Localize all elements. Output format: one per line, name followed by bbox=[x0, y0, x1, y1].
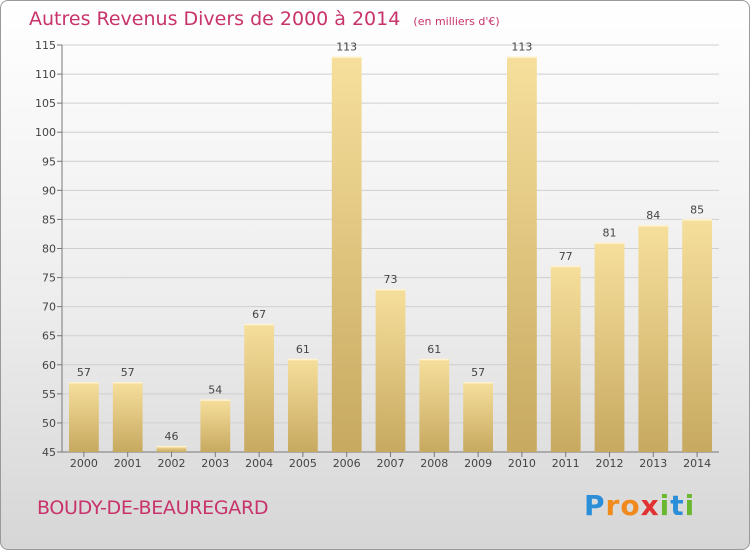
x-tick-label: 2003 bbox=[201, 457, 229, 470]
x-tick-label: 2002 bbox=[158, 457, 186, 470]
bar bbox=[112, 382, 143, 452]
logo-letter: o bbox=[620, 489, 641, 522]
bar-value-label: 67 bbox=[252, 308, 266, 321]
bar bbox=[419, 358, 450, 452]
bar bbox=[638, 225, 669, 452]
bar bbox=[244, 324, 274, 452]
chart-title: Autres Revenus Divers de 2000 à 2014 (en… bbox=[29, 8, 500, 30]
bar-value-label: 113 bbox=[511, 41, 532, 54]
y-tick-label: 85 bbox=[42, 213, 56, 226]
y-tick-label: 70 bbox=[42, 301, 56, 314]
logo-letter: t bbox=[670, 489, 685, 522]
bar bbox=[288, 358, 318, 452]
bar bbox=[375, 289, 406, 452]
x-tick-label: 2008 bbox=[420, 457, 448, 470]
x-tick-label: 2010 bbox=[508, 457, 536, 470]
bar-value-label: 77 bbox=[559, 250, 573, 263]
location-label: BOUDY-DE-BEAUREGARD bbox=[37, 497, 269, 519]
y-tick-label: 50 bbox=[42, 417, 56, 430]
x-tick-label: 2011 bbox=[552, 457, 580, 470]
bar bbox=[331, 56, 362, 452]
logo-letter: P bbox=[584, 489, 606, 522]
y-tick-label: 65 bbox=[42, 330, 56, 343]
logo-letter: i bbox=[684, 489, 696, 522]
label-layer: 57 57 46 54 67 61 113 73 61 57 113 77 81 84 85 bbox=[77, 41, 704, 444]
x-tick-label: 2001 bbox=[114, 457, 142, 470]
bar bbox=[463, 382, 493, 452]
x-tick-label: 2005 bbox=[289, 457, 317, 470]
bar bbox=[682, 219, 712, 452]
bar-value-label: 61 bbox=[427, 343, 441, 356]
bar-value-label: 57 bbox=[121, 366, 135, 379]
y-tick-label: 100 bbox=[35, 126, 56, 139]
bar-value-label: 57 bbox=[471, 366, 485, 379]
y-tick-label: 55 bbox=[42, 388, 56, 401]
y-tick-label: 105 bbox=[35, 97, 56, 110]
y-tick-label: 75 bbox=[42, 272, 56, 285]
bar-value-label: 113 bbox=[336, 41, 357, 54]
bar-value-label: 54 bbox=[208, 384, 222, 397]
bar bbox=[69, 382, 99, 452]
bar-layer bbox=[69, 56, 712, 452]
x-tick-label: 2013 bbox=[639, 457, 667, 470]
y-tick-label: 115 bbox=[35, 39, 56, 52]
bar bbox=[507, 56, 537, 452]
bar bbox=[200, 399, 231, 452]
logo-letter: r bbox=[605, 489, 621, 522]
x-tick-label: 2009 bbox=[464, 457, 492, 470]
y-tick-label: 45 bbox=[42, 446, 56, 459]
bar bbox=[156, 446, 187, 452]
proxiti-logo: Proxiti bbox=[584, 489, 695, 522]
title-text: Autres Revenus Divers de 2000 à 2014 bbox=[29, 8, 401, 30]
y-tick-label: 90 bbox=[42, 184, 56, 197]
bar-value-label: 81 bbox=[603, 227, 617, 240]
bar-value-label: 73 bbox=[384, 273, 398, 286]
bar-value-label: 57 bbox=[77, 366, 91, 379]
y-tick-label: 60 bbox=[42, 359, 56, 372]
x-tick-label: 2004 bbox=[245, 457, 273, 470]
x-tick-label: 2007 bbox=[377, 457, 405, 470]
y-tick-label: 110 bbox=[35, 68, 56, 81]
bar-value-label: 84 bbox=[646, 209, 660, 222]
x-tick-label: 2012 bbox=[596, 457, 624, 470]
bar-value-label: 46 bbox=[165, 430, 179, 443]
y-tick-label: 95 bbox=[42, 155, 56, 168]
x-tick-label: 2006 bbox=[333, 457, 361, 470]
unit-label: (en milliers d'€) bbox=[413, 15, 500, 28]
bar bbox=[594, 242, 625, 452]
bar-value-label: 61 bbox=[296, 343, 310, 356]
bar bbox=[550, 265, 581, 452]
y-tick-label: 80 bbox=[42, 243, 56, 256]
x-tick-label: 2014 bbox=[683, 457, 711, 470]
logo-letter: i bbox=[659, 489, 671, 522]
bar-value-label: 85 bbox=[690, 203, 704, 216]
x-tick-label: 2000 bbox=[70, 457, 98, 470]
logo-letter: x bbox=[640, 489, 660, 522]
